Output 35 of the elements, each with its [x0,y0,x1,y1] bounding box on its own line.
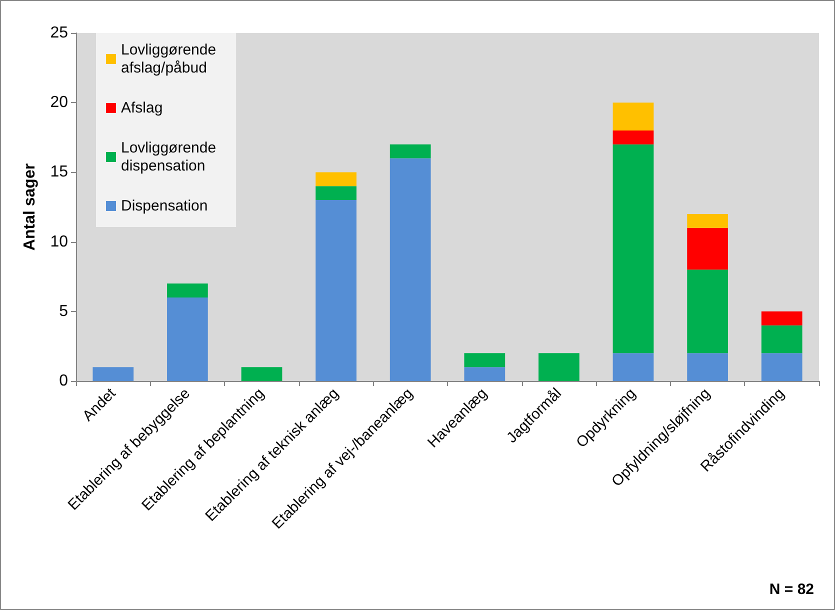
bar [390,144,431,158]
bar [612,353,654,381]
bar [464,353,506,368]
bar [92,367,134,381]
bar [241,367,282,381]
bar [167,297,208,381]
y-tick-label: 20 [50,94,68,112]
bar [390,158,431,381]
y-tick-label: 0 [59,372,68,390]
legend-label: Afslag [121,100,163,116]
bar [761,311,802,326]
y-tick-label: 15 [50,164,68,181]
bar [687,214,728,228]
bar [687,228,728,270]
legend-label: Lovliggørende afslag/påbud [121,42,216,76]
bar [316,186,356,200]
bar [316,172,356,186]
bar [687,270,728,354]
y-tick-label: 25 [50,24,68,42]
y-tick-label: 5 [59,302,68,320]
bar [687,353,728,381]
legend-label: Lovliggørende dispensation [121,140,216,174]
bar [761,325,802,354]
bar [538,353,580,381]
text: N = 82 [769,581,814,598]
y-tick-label: 10 [50,233,68,250]
bar [167,284,208,298]
bar [316,200,356,381]
bar [612,102,654,130]
bar [612,144,654,354]
y-axis-title: Antal sager [22,163,38,251]
legend-label: Dispensation [121,198,208,214]
bar [464,367,506,381]
bar [761,353,802,381]
bar [612,130,654,144]
